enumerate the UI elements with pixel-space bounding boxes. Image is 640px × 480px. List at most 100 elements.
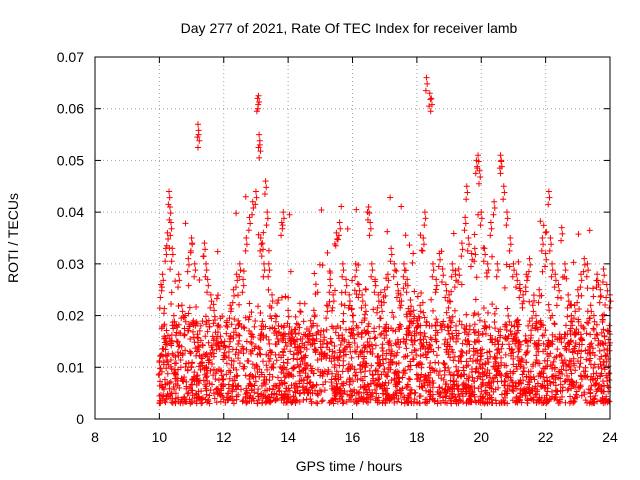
y-tick-label: 0.03 bbox=[57, 256, 84, 272]
data-point bbox=[168, 258, 175, 265]
data-point bbox=[585, 386, 592, 393]
data-point bbox=[577, 354, 584, 361]
data-point bbox=[478, 350, 485, 357]
data-point bbox=[541, 263, 548, 270]
data-point bbox=[383, 321, 390, 328]
data-point bbox=[165, 236, 172, 243]
data-point bbox=[218, 372, 225, 379]
data-point bbox=[177, 356, 184, 363]
data-point bbox=[160, 310, 167, 317]
data-point bbox=[448, 319, 455, 326]
data-point bbox=[377, 331, 384, 338]
data-point bbox=[459, 349, 466, 356]
data-point bbox=[516, 281, 523, 288]
data-point bbox=[511, 323, 518, 330]
data-point bbox=[448, 288, 455, 295]
data-point bbox=[217, 315, 224, 322]
data-point bbox=[551, 320, 558, 327]
x-axis-title: GPS time / hours bbox=[296, 458, 403, 474]
data-point bbox=[554, 397, 561, 404]
data-point bbox=[466, 399, 473, 406]
data-point bbox=[590, 365, 597, 372]
data-point bbox=[163, 327, 170, 334]
data-point bbox=[590, 399, 597, 406]
data-point bbox=[342, 289, 349, 296]
data-point bbox=[393, 267, 400, 274]
data-point bbox=[272, 328, 279, 335]
data-point bbox=[410, 307, 417, 314]
data-point bbox=[240, 276, 247, 283]
data-point bbox=[155, 372, 162, 379]
data-point bbox=[479, 331, 486, 338]
data-point bbox=[196, 137, 203, 144]
data-point bbox=[376, 375, 383, 382]
data-point bbox=[279, 365, 286, 372]
data-point bbox=[442, 364, 449, 371]
data-point bbox=[171, 366, 178, 373]
data-point bbox=[196, 344, 203, 351]
data-point bbox=[586, 357, 593, 364]
data-point bbox=[371, 325, 378, 332]
data-point bbox=[290, 351, 297, 358]
data-point bbox=[444, 400, 451, 407]
data-point bbox=[503, 222, 510, 229]
data-point bbox=[159, 271, 166, 278]
data-point bbox=[574, 286, 581, 293]
data-point bbox=[516, 339, 523, 346]
data-point bbox=[599, 278, 606, 285]
data-point bbox=[421, 209, 428, 216]
data-point bbox=[223, 360, 230, 367]
data-point bbox=[432, 359, 439, 366]
data-point bbox=[235, 355, 242, 362]
data-point bbox=[427, 359, 434, 366]
data-point bbox=[341, 302, 348, 309]
data-point bbox=[493, 273, 500, 280]
data-point bbox=[405, 332, 412, 339]
data-point bbox=[549, 260, 556, 267]
data-point bbox=[249, 211, 256, 218]
data-point bbox=[230, 382, 237, 389]
data-point bbox=[313, 382, 320, 389]
data-point bbox=[157, 378, 164, 385]
data-point bbox=[255, 386, 262, 393]
data-point bbox=[488, 385, 495, 392]
data-point bbox=[597, 372, 604, 379]
data-point bbox=[288, 334, 295, 341]
data-point bbox=[204, 276, 211, 283]
data-point bbox=[547, 350, 554, 357]
data-point bbox=[421, 222, 428, 229]
data-point bbox=[283, 343, 290, 350]
data-point bbox=[498, 400, 505, 407]
data-point bbox=[449, 260, 456, 267]
data-point bbox=[482, 360, 489, 367]
data-point bbox=[582, 397, 589, 404]
data-point bbox=[607, 298, 614, 305]
data-point bbox=[349, 363, 356, 370]
data-point bbox=[226, 375, 233, 382]
data-point bbox=[348, 354, 355, 361]
data-point bbox=[531, 297, 538, 304]
data-point bbox=[534, 388, 541, 395]
data-point bbox=[485, 379, 492, 386]
data-point bbox=[202, 333, 209, 340]
data-point bbox=[290, 393, 297, 400]
data-point bbox=[167, 395, 174, 402]
data-point bbox=[206, 392, 213, 399]
data-point bbox=[285, 395, 292, 402]
data-point bbox=[412, 337, 419, 344]
y-tick-label: 0.06 bbox=[57, 101, 84, 117]
data-point bbox=[275, 322, 282, 329]
data-point bbox=[220, 376, 227, 383]
data-point bbox=[318, 355, 325, 362]
data-point bbox=[408, 399, 415, 406]
data-point bbox=[338, 393, 345, 400]
data-point bbox=[164, 390, 171, 397]
data-point bbox=[334, 236, 341, 243]
data-point bbox=[465, 331, 472, 338]
data-point bbox=[201, 240, 208, 247]
data-point bbox=[188, 363, 195, 370]
data-point bbox=[280, 352, 287, 359]
data-point bbox=[381, 286, 388, 293]
data-point bbox=[163, 242, 170, 249]
data-point bbox=[163, 393, 170, 400]
